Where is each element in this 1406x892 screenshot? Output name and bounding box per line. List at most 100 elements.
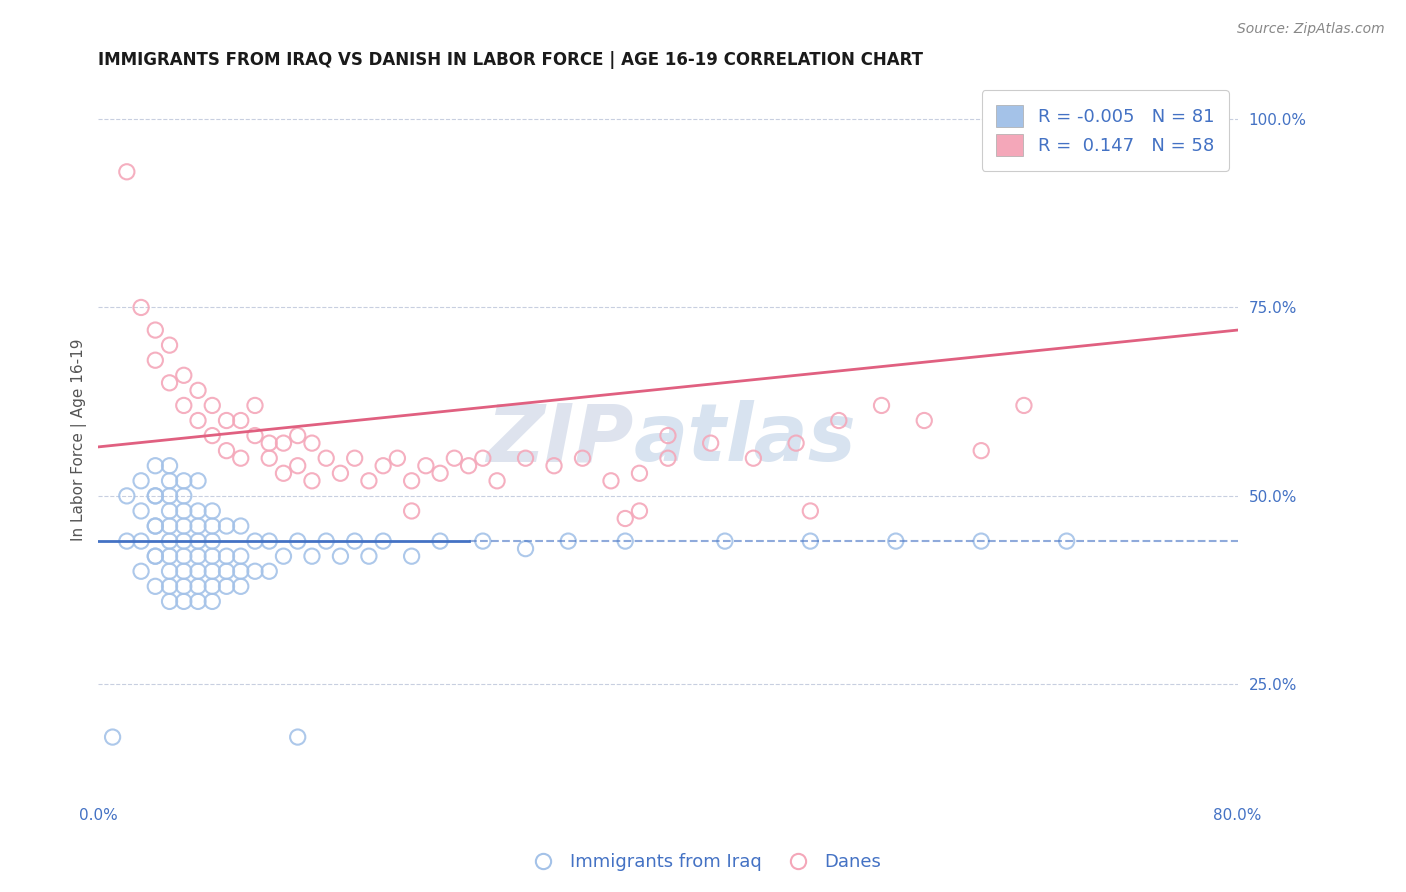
Point bbox=[970, 443, 993, 458]
Point bbox=[143, 549, 166, 564]
Point bbox=[515, 541, 537, 556]
Point bbox=[173, 519, 195, 533]
Point bbox=[343, 534, 366, 549]
Point bbox=[287, 458, 309, 473]
Point bbox=[229, 549, 252, 564]
Point bbox=[129, 504, 152, 518]
Point bbox=[243, 428, 266, 442]
Y-axis label: In Labor Force | Age 16-19: In Labor Force | Age 16-19 bbox=[72, 338, 87, 541]
Point bbox=[301, 436, 323, 450]
Text: IMMIGRANTS FROM IRAQ VS DANISH IN LABOR FORCE | AGE 16-19 CORRELATION CHART: IMMIGRANTS FROM IRAQ VS DANISH IN LABOR … bbox=[98, 51, 924, 69]
Point bbox=[201, 399, 224, 413]
Point bbox=[201, 564, 224, 578]
Point bbox=[301, 474, 323, 488]
Point bbox=[243, 399, 266, 413]
Point bbox=[173, 549, 195, 564]
Point bbox=[471, 534, 494, 549]
Point bbox=[129, 474, 152, 488]
Point bbox=[159, 504, 181, 518]
Point bbox=[143, 458, 166, 473]
Point bbox=[515, 451, 537, 466]
Point bbox=[201, 504, 224, 518]
Point bbox=[143, 519, 166, 533]
Point bbox=[173, 504, 195, 518]
Point bbox=[187, 579, 209, 593]
Point bbox=[273, 467, 295, 481]
Point bbox=[257, 451, 280, 466]
Point bbox=[215, 519, 238, 533]
Point bbox=[699, 436, 721, 450]
Point bbox=[201, 579, 224, 593]
Point bbox=[229, 579, 252, 593]
Point bbox=[373, 534, 395, 549]
Point bbox=[273, 436, 295, 450]
Point bbox=[159, 376, 181, 390]
Point bbox=[1056, 534, 1078, 549]
Point bbox=[600, 474, 623, 488]
Point bbox=[173, 368, 195, 383]
Point bbox=[187, 549, 209, 564]
Point bbox=[187, 564, 209, 578]
Point bbox=[173, 594, 195, 608]
Point bbox=[229, 564, 252, 578]
Point bbox=[828, 413, 851, 427]
Point bbox=[343, 451, 366, 466]
Point bbox=[129, 301, 152, 315]
Point bbox=[401, 549, 423, 564]
Point bbox=[785, 436, 807, 450]
Point bbox=[657, 428, 679, 442]
Point bbox=[187, 474, 209, 488]
Point bbox=[301, 549, 323, 564]
Point bbox=[143, 489, 166, 503]
Point bbox=[401, 504, 423, 518]
Point bbox=[159, 474, 181, 488]
Point bbox=[543, 458, 565, 473]
Point bbox=[628, 467, 651, 481]
Point bbox=[714, 534, 737, 549]
Point bbox=[159, 579, 181, 593]
Point bbox=[115, 534, 138, 549]
Point bbox=[429, 467, 451, 481]
Point bbox=[215, 443, 238, 458]
Point bbox=[1012, 399, 1035, 413]
Point bbox=[257, 534, 280, 549]
Point bbox=[357, 549, 380, 564]
Point bbox=[201, 594, 224, 608]
Point bbox=[187, 504, 209, 518]
Point bbox=[173, 489, 195, 503]
Point bbox=[215, 579, 238, 593]
Legend: R = -0.005   N = 81, R =  0.147   N = 58: R = -0.005 N = 81, R = 0.147 N = 58 bbox=[981, 90, 1229, 170]
Point bbox=[143, 549, 166, 564]
Point bbox=[215, 564, 238, 578]
Point bbox=[243, 564, 266, 578]
Point bbox=[401, 474, 423, 488]
Point bbox=[229, 451, 252, 466]
Point bbox=[201, 549, 224, 564]
Point bbox=[201, 534, 224, 549]
Point bbox=[315, 451, 337, 466]
Point bbox=[187, 384, 209, 398]
Point bbox=[229, 519, 252, 533]
Point bbox=[329, 549, 352, 564]
Point bbox=[159, 549, 181, 564]
Point bbox=[614, 534, 637, 549]
Point bbox=[129, 564, 152, 578]
Point bbox=[159, 534, 181, 549]
Point bbox=[799, 534, 821, 549]
Point bbox=[159, 564, 181, 578]
Point bbox=[471, 451, 494, 466]
Point bbox=[557, 534, 579, 549]
Legend: Immigrants from Iraq, Danes: Immigrants from Iraq, Danes bbox=[517, 847, 889, 879]
Point bbox=[187, 519, 209, 533]
Point bbox=[215, 549, 238, 564]
Point bbox=[173, 534, 195, 549]
Point bbox=[614, 511, 637, 525]
Text: atlas: atlas bbox=[634, 401, 856, 478]
Point bbox=[115, 165, 138, 179]
Point bbox=[742, 451, 765, 466]
Point bbox=[387, 451, 409, 466]
Text: ZIP: ZIP bbox=[486, 401, 634, 478]
Point bbox=[101, 730, 124, 744]
Point bbox=[287, 428, 309, 442]
Point bbox=[159, 489, 181, 503]
